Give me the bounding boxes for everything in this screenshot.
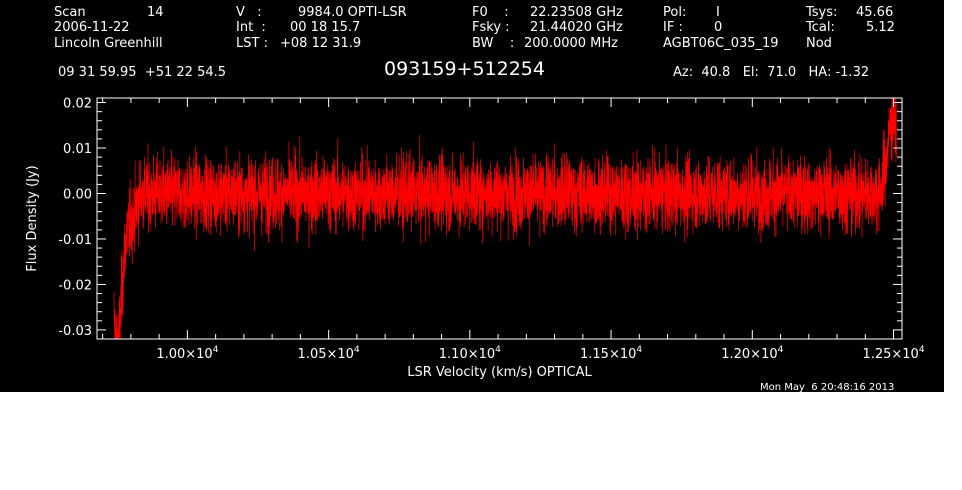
x-axis-title: LSR Velocity (km/s) OPTICAL bbox=[407, 365, 592, 380]
f0-label: F0 : bbox=[472, 5, 509, 20]
plot-panel: Scan 14 2006-11-22 Lincoln Greenhill V :… bbox=[0, 0, 944, 393]
spectrum-line bbox=[113, 97, 897, 341]
x-tick-label: 1.25×104 bbox=[862, 345, 924, 362]
bw-label: BW : bbox=[472, 36, 515, 51]
axes-layer bbox=[96, 97, 903, 340]
y-tick-label: -0.03 bbox=[58, 324, 92, 339]
observer: Lincoln Greenhill bbox=[54, 36, 163, 51]
plot-frame bbox=[96, 97, 903, 340]
date: 2006-11-22 bbox=[54, 20, 130, 35]
spectrum-trace-layer bbox=[113, 97, 897, 341]
x-tick-label: 1.00×104 bbox=[156, 345, 218, 362]
timestamp: Mon May 6 20:48:16 2013 bbox=[760, 382, 895, 393]
f0-value: 22.23508 GHz bbox=[530, 5, 623, 20]
spectrum-chart: 1.00×104 1.05×104 1.10×104 1.15×104 1.20×104… bbox=[25, 97, 925, 380]
y-tick-label: 0.01 bbox=[63, 142, 92, 157]
int-value: 00 18 15.7 bbox=[290, 20, 361, 35]
project-code: AGBT06C_035_19 bbox=[663, 36, 779, 51]
lst-value: +08 12 31.9 bbox=[280, 36, 362, 51]
if-value: 0 bbox=[714, 20, 723, 35]
source-coordinates: 09 31 59.95 +51 22 54.5 bbox=[58, 65, 227, 80]
int-label: Int : bbox=[236, 20, 266, 35]
y-axis-title: Flux Density (Jy) bbox=[25, 165, 40, 271]
y-tick-label: 0.02 bbox=[63, 97, 92, 112]
pol-value: I bbox=[716, 5, 720, 20]
lst-label: LST : bbox=[236, 36, 268, 51]
tsys-value: 45.66 bbox=[856, 5, 894, 20]
bw-value: 200.0000 MHz bbox=[524, 36, 618, 51]
x-tick-label: 1.05×104 bbox=[298, 345, 360, 362]
fsky-label: Fsky : bbox=[472, 20, 510, 35]
velocity-label: V : bbox=[236, 5, 262, 20]
pol-label: Pol: bbox=[663, 5, 687, 20]
az-el-ha: Az: 40.8 El: 71.0 HA: -1.32 bbox=[673, 65, 870, 80]
scan-label: Scan bbox=[54, 5, 86, 20]
velocity-value: 9984.0 OPTI-LSR bbox=[298, 5, 407, 20]
x-tick-label: 1.20×104 bbox=[721, 345, 783, 362]
observing-mode: Nod bbox=[806, 36, 832, 51]
scan-value: 14 bbox=[147, 5, 164, 20]
y-tick-label: -0.02 bbox=[58, 278, 92, 293]
y-tick-label: 0.00 bbox=[63, 187, 92, 202]
tsys-label: Tsys: bbox=[806, 5, 838, 20]
if-label: IF : bbox=[663, 20, 683, 35]
tcal-label: Tcal: bbox=[806, 20, 835, 35]
x-tick-label: 1.10×104 bbox=[439, 345, 501, 362]
source-title: 093159+512254 bbox=[384, 58, 545, 80]
y-tick-label: -0.01 bbox=[58, 233, 92, 248]
x-tick-label: 1.15×104 bbox=[580, 345, 642, 362]
label-layer: 1.00×104 1.05×104 1.10×104 1.15×104 1.20×104… bbox=[25, 97, 925, 380]
fsky-value: 21.44020 GHz bbox=[530, 20, 623, 35]
tcal-value: 5.12 bbox=[866, 20, 895, 35]
